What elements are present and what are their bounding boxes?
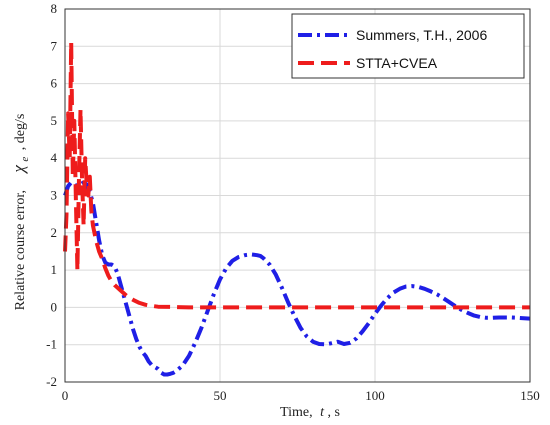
x-tick-label: 50 bbox=[214, 388, 227, 403]
x-axis-label-symbol: t bbox=[320, 405, 325, 420]
series-line-1 bbox=[63, 40, 530, 310]
y-tick-label: 6 bbox=[51, 76, 58, 91]
y-tick-label: 4 bbox=[51, 150, 58, 165]
y-tick-label: 2 bbox=[51, 225, 58, 240]
y-tick-label: 0 bbox=[51, 299, 58, 314]
y-tick-label: 8 bbox=[51, 1, 58, 16]
y-tick-label: -1 bbox=[46, 337, 57, 352]
legend-label-summers: Summers, T.H., 2006 bbox=[356, 27, 487, 43]
x-tick-label: 150 bbox=[520, 388, 540, 403]
legend-label-stta-cvea: STTA+CVEA bbox=[356, 55, 438, 71]
legend-box bbox=[291, 13, 525, 79]
y-axis-label-main: Relative course error, bbox=[13, 190, 28, 310]
y-axis-label: Relative course error, χ e , deg/s bbox=[9, 114, 32, 311]
y-axis-label-subscript: e bbox=[19, 157, 31, 162]
y-tick-label: -2 bbox=[46, 374, 57, 389]
y-tick-label: 7 bbox=[51, 38, 58, 53]
y-axis-label-unit: , deg/s bbox=[13, 114, 28, 151]
y-tick-label: 5 bbox=[51, 113, 58, 128]
series-layer bbox=[63, 40, 531, 377]
y-axis-label-symbol: χ bbox=[9, 165, 28, 175]
tick-labels: 0 50 100 150 -2 -1 0 1 2 3 4 5 6 7 8 bbox=[46, 1, 540, 403]
series-line-0 bbox=[63, 180, 531, 377]
legend: Summers, T.H., 2006 STTA+CVEA bbox=[291, 13, 525, 79]
x-axis-label-unit: , s bbox=[328, 405, 340, 420]
x-axis-label-main: Time, bbox=[280, 405, 313, 420]
x-tick-label: 100 bbox=[365, 388, 385, 403]
y-tick-label: 3 bbox=[51, 188, 58, 203]
x-tick-label: 0 bbox=[62, 388, 69, 403]
y-tick-label: 1 bbox=[51, 262, 58, 277]
x-axis-label: Time, t , s bbox=[280, 405, 340, 420]
plot-frame bbox=[64, 8, 531, 383]
